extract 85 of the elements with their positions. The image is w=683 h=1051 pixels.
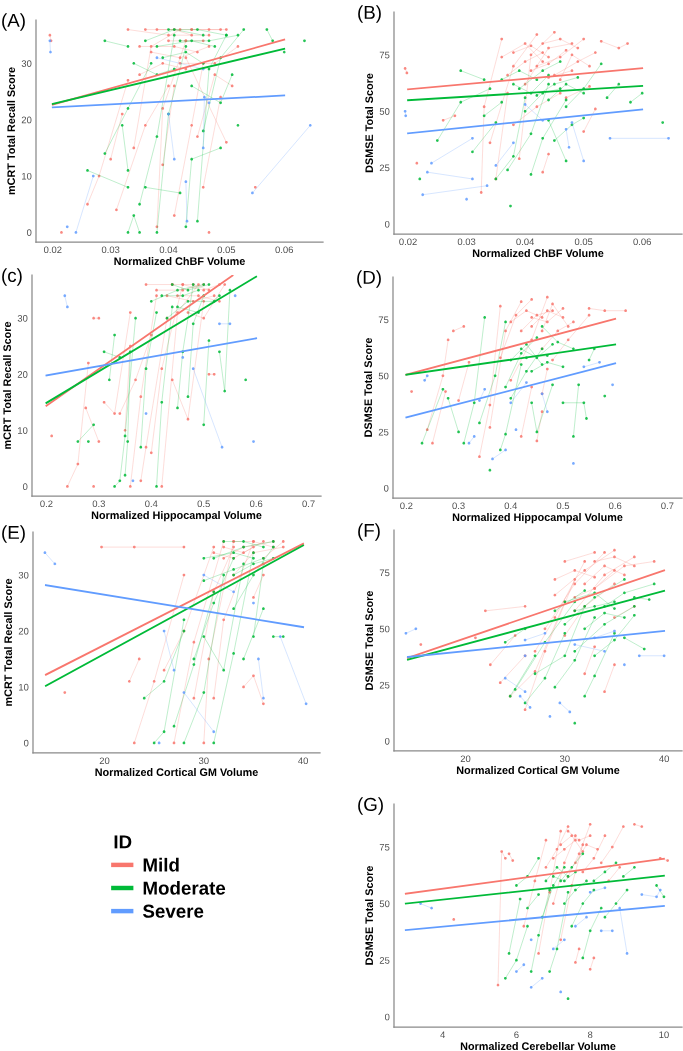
y-axis-title: mCRT Total Recall Score [3,321,12,449]
x-tick-label: 8 [587,1031,593,1039]
y-tick-label: 20 [18,627,29,635]
y-tick-label: 10 [19,683,29,691]
x-tick-label: 0.2 [40,500,53,508]
x-tick-label: 0.4 [504,502,518,510]
x-tick-label: 0.05 [217,246,236,254]
y-tick-label: 0 [383,484,389,492]
y-tick-label: 25 [379,681,390,689]
x-tick-label: 0.03 [101,246,120,254]
x-tick-label: 0.03 [457,238,476,246]
y-tick-label: 75 [379,569,390,577]
x-tick-label: 30 [198,757,209,765]
x-tick-label: 0.04 [159,246,178,254]
legend-label: Severe [142,904,204,918]
y-tick-label: 75 [378,316,389,324]
y-tick-label: 30 [17,315,28,322]
x-tick-label: 0.6 [608,502,622,510]
x-tick-label: 0.5 [556,502,570,510]
y-axis-title: mCRT Total Recall Score [7,67,16,195]
chart-title: (D) [357,270,381,288]
y-tick-label: 0 [384,737,390,745]
x-axis-title: Normalized ChBF Volume [472,249,604,258]
y-tick-label: 20 [21,116,32,124]
x-tick-label: 0.04 [516,238,535,246]
x-tick-label: 10 [659,1031,669,1039]
y-tick-label: 25 [378,428,389,436]
x-axis-title: Normalized ChBF Volume [114,257,245,266]
x-axis-title: Normalized Hippocampal Volume [91,511,262,522]
y-tick-label: 30 [18,571,29,579]
chart-title: (G) [358,797,383,815]
y-tick-label: 75 [379,843,390,851]
x-tick-label: 0.3 [92,500,105,508]
x-tick-label: 30 [559,755,570,763]
x-tick-label: 40 [659,755,670,763]
y-tick-label: 25 [379,957,390,964]
y-axis-title: DSMSE Total Score [365,73,374,173]
x-tick-label: 0.05 [574,238,593,246]
x-tick-label: 0.02 [43,246,62,254]
x-tick-label: 0.3 [452,502,465,510]
y-axis-title: mCRT Total Recall Score [4,578,13,706]
y-tick-label: 50 [379,625,390,633]
chart-title: (A) [2,13,25,31]
x-tick-label: 4 [440,1031,446,1039]
chart-title: (F) [358,523,380,541]
y-tick-label: 20 [17,371,28,378]
x-axis-title: Normalized Hippocampal Volume [452,513,623,524]
x-tick-label: 0.6 [249,500,263,508]
y-tick-label: 10 [22,172,32,180]
legend-title: ID [114,835,132,849]
y-axis-title: DSMSE Total Score [365,591,374,690]
x-tick-label: 0.02 [399,238,417,246]
x-tick-label: 6 [514,1031,519,1039]
y-axis-title: DSMSE Total Score [365,866,374,965]
y-tick-label: 0 [26,229,32,236]
x-tick-label: 20 [99,757,110,765]
y-tick-label: 0 [22,483,28,490]
y-tick-label: 50 [379,900,390,908]
x-axis-title: Normalized Cerebellar Volume [460,1042,616,1051]
y-tick-label: 10 [18,427,28,434]
x-tick-label: 0.2 [400,502,413,510]
y-tick-label: 0 [384,220,390,228]
y-axis-title: DSMSE Total Score [364,338,373,437]
legend-label: Mild [143,857,179,872]
y-tick-label: 25 [379,164,390,172]
x-tick-label: 40 [298,757,308,765]
x-tick-label: 0.7 [661,502,674,510]
y-tick-label: 50 [378,372,389,380]
chart-title: (E) [2,525,25,543]
x-axis-title: Normalized Cortical GM Volume [95,768,258,777]
chart-title: (c) [2,268,22,286]
x-tick-label: 0.06 [633,238,651,246]
chart-title: (B) [358,5,381,23]
x-tick-label: 0.7 [302,500,315,508]
x-axis-title: Normalized Cortical GM Volume [456,766,620,775]
y-tick-label: 50 [379,108,390,115]
legend-label: Moderate [143,880,226,895]
y-tick-label: 0 [384,1013,390,1021]
y-tick-label: 0 [23,739,29,747]
x-tick-label: 0.4 [145,500,158,508]
y-tick-label: 75 [379,51,390,59]
x-tick-label: 20 [460,755,471,763]
y-tick-label: 30 [21,60,32,67]
x-tick-label: 0.5 [197,500,210,508]
x-tick-label: 0.06 [275,246,294,254]
